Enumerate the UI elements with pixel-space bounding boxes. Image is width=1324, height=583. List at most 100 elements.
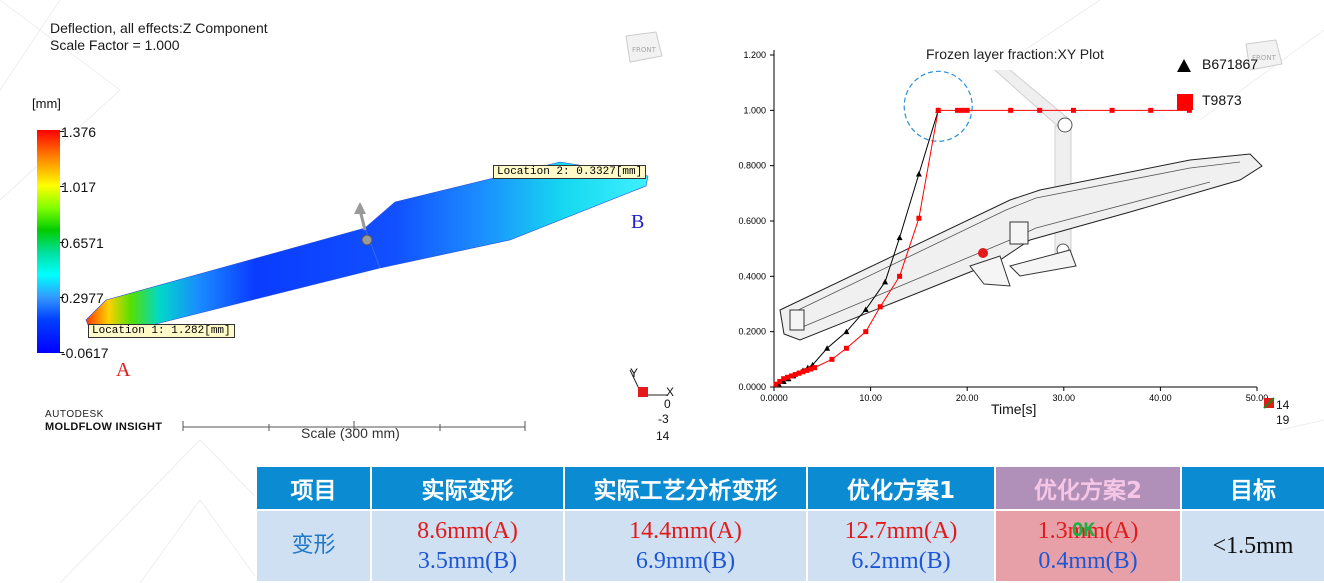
triad-coordinate: 19 bbox=[1276, 413, 1290, 427]
data-point-square bbox=[1148, 107, 1154, 113]
table-cell-highlighted: 1.3mm(A) 0.4mm(B) OK bbox=[994, 509, 1182, 583]
scale-bar bbox=[182, 421, 526, 431]
y-tick-label: 0.6000 bbox=[738, 216, 766, 226]
data-point-square bbox=[1186, 107, 1192, 113]
front-view-cube-icon[interactable]: FRONT bbox=[622, 30, 666, 64]
y-tick-label: 0.4000 bbox=[738, 271, 766, 281]
part-model-overlay[interactable] bbox=[770, 70, 1324, 410]
legend-tick-label: 1.376 bbox=[61, 124, 97, 140]
x-axis-label: Time[s] bbox=[991, 401, 1037, 417]
value-point-b: 3.5mm(B) bbox=[417, 548, 518, 574]
data-point-square bbox=[773, 381, 779, 387]
legend-tick-mark bbox=[60, 131, 64, 132]
axis-triad-icon bbox=[1263, 397, 1275, 409]
table-header-cell: 目标 bbox=[1180, 465, 1324, 511]
value-point-b: 0.4mm(B) bbox=[1038, 548, 1138, 574]
series-line-t9873 bbox=[775, 109, 1190, 385]
part-deflection-model[interactable] bbox=[80, 150, 660, 350]
series-line-b671867 bbox=[778, 110, 939, 385]
legend-series-t9873: T9873 bbox=[1202, 92, 1242, 108]
data-point-square bbox=[781, 376, 787, 382]
legend-tick-mark bbox=[60, 297, 64, 298]
data-point-triangle bbox=[896, 234, 903, 241]
data-point-triangle bbox=[915, 170, 922, 177]
legend-tick-label: 1.017 bbox=[61, 179, 97, 195]
data-point-square bbox=[1008, 107, 1014, 113]
y-tick-label: 1.000 bbox=[743, 105, 766, 115]
y-tick-label: 1.200 bbox=[743, 50, 766, 60]
data-point-square bbox=[804, 367, 810, 373]
moldflow-insight-logo: MOLDFLOW INSIGHT bbox=[45, 421, 163, 433]
triad-x-label: X bbox=[666, 385, 675, 399]
plot-title: Deflection, all effects:Z Component bbox=[50, 20, 268, 36]
location-1-label: Location 1: 1.282[mm] bbox=[88, 324, 235, 338]
table-cell: 14.4mm(A) 6.9mm(B) bbox=[563, 509, 808, 583]
legend-triangle-marker-icon bbox=[1177, 59, 1191, 72]
table-header-cell-highlighted: 优化方案2 bbox=[994, 465, 1182, 511]
data-point-square bbox=[959, 107, 965, 113]
triad-coordinate: 14 bbox=[1276, 398, 1290, 412]
data-point-square bbox=[1109, 107, 1115, 113]
value-point-a: 14.4mm(A) bbox=[629, 518, 742, 544]
value-point-b: 6.2mm(B) bbox=[851, 548, 951, 574]
ok-stamp: OK bbox=[1072, 519, 1095, 541]
x-tick-label: 40.00 bbox=[1149, 393, 1172, 403]
x-tick-label: 10.00 bbox=[859, 393, 882, 403]
table-header-cell: 实际变形 bbox=[370, 465, 565, 511]
frozen-layer-xy-plot[interactable]: 0.0000 0.2000 0.4000 0.6000 0.8000 1.000 1.200… bbox=[712, 30, 1317, 430]
point-b-label: B bbox=[631, 211, 645, 233]
legend-tick-label: 0.6571 bbox=[61, 235, 104, 251]
deformation-comparison-table: 项目 实际变形 实际工艺分析变形 优化方案1 优化方案2 目标 变形 8.6mm… bbox=[255, 465, 1324, 583]
triad-coordinate: 0 bbox=[664, 397, 671, 411]
front-badge-text: FRONT bbox=[632, 46, 657, 54]
row-label: 变形 bbox=[255, 509, 372, 583]
data-point-triangle bbox=[843, 328, 850, 335]
point-a-label: A bbox=[116, 359, 131, 381]
y-tick-label: 0.0000 bbox=[738, 382, 766, 392]
legend-tick-mark bbox=[60, 186, 64, 187]
pin-marker-icon bbox=[361, 234, 373, 246]
data-point-square bbox=[800, 369, 806, 375]
data-point-square bbox=[916, 215, 922, 221]
triad-y-label: Y bbox=[630, 366, 639, 380]
location-2-label: Location 2: 0.3327[mm] bbox=[493, 165, 647, 179]
data-point-square bbox=[812, 365, 818, 371]
data-point-square bbox=[955, 107, 961, 113]
table-row: 变形 8.6mm(A) 3.5mm(B) 14.4mm(A) 6.9mm(B) … bbox=[255, 509, 1324, 583]
highlight-circle bbox=[903, 70, 973, 142]
front-view-cube-icon[interactable]: FRONT bbox=[1242, 38, 1288, 74]
data-point-square bbox=[808, 366, 814, 372]
legend-tick-label: 0.2977 bbox=[61, 290, 104, 306]
data-point-square bbox=[964, 107, 970, 113]
value-point-a: 12.7mm(A) bbox=[844, 518, 958, 544]
data-point-square bbox=[843, 345, 849, 351]
table-header-row: 项目 实际变形 实际工艺分析变形 优化方案1 优化方案2 目标 bbox=[255, 465, 1324, 511]
table-cell: 8.6mm(A) 3.5mm(B) bbox=[370, 509, 565, 583]
data-point-square bbox=[788, 373, 794, 379]
data-point-square bbox=[935, 107, 941, 113]
data-point-triangle bbox=[882, 278, 889, 285]
target-cell: <1.5mm bbox=[1180, 509, 1324, 583]
table-header-cell: 优化方案1 bbox=[806, 465, 996, 511]
data-point-square bbox=[877, 304, 883, 310]
legend-tick-mark bbox=[60, 242, 64, 243]
data-point-square bbox=[829, 356, 835, 362]
triad-coordinate: -3 bbox=[658, 412, 669, 426]
data-point-square bbox=[1070, 107, 1076, 113]
y-tick-label: 0.8000 bbox=[738, 161, 766, 171]
table-header-cell: 项目 bbox=[255, 465, 372, 511]
x-tick-label: 0.0000 bbox=[760, 393, 788, 403]
data-point-square bbox=[1037, 107, 1043, 113]
x-tick-label: 20.00 bbox=[956, 393, 979, 403]
xy-plot-title: Frozen layer fraction:XY Plot bbox=[926, 46, 1104, 62]
x-tick-label: 50.00 bbox=[1246, 393, 1269, 403]
autodesk-logo: AUTODESK bbox=[45, 409, 104, 420]
legend-square-marker-icon bbox=[1177, 94, 1193, 110]
data-point-triangle bbox=[862, 306, 869, 313]
value-point-a: 1.3mm(A) bbox=[1037, 518, 1139, 544]
value-point-b: 6.9mm(B) bbox=[635, 548, 736, 574]
data-point-triangle bbox=[824, 345, 831, 351]
triad-coordinate: 14 bbox=[656, 429, 670, 443]
table-header-cell: 实际工艺分析变形 bbox=[563, 465, 808, 511]
plot-title-block: Deflection, all effects:Z Component Scal… bbox=[50, 20, 268, 54]
